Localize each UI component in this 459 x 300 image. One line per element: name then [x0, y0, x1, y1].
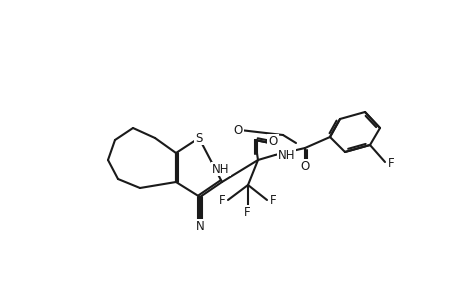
- Text: O: O: [268, 134, 277, 148]
- Text: O: O: [300, 160, 309, 172]
- Text: NH: NH: [212, 163, 229, 176]
- Text: O: O: [268, 136, 277, 149]
- Text: F: F: [219, 194, 225, 208]
- Text: F: F: [243, 206, 250, 218]
- Text: F: F: [387, 157, 394, 169]
- Text: N: N: [195, 220, 204, 232]
- Text: F: F: [269, 194, 276, 208]
- Text: S: S: [195, 131, 202, 145]
- Text: O: O: [232, 122, 241, 134]
- Text: O: O: [233, 124, 242, 136]
- Text: NH: NH: [277, 148, 295, 161]
